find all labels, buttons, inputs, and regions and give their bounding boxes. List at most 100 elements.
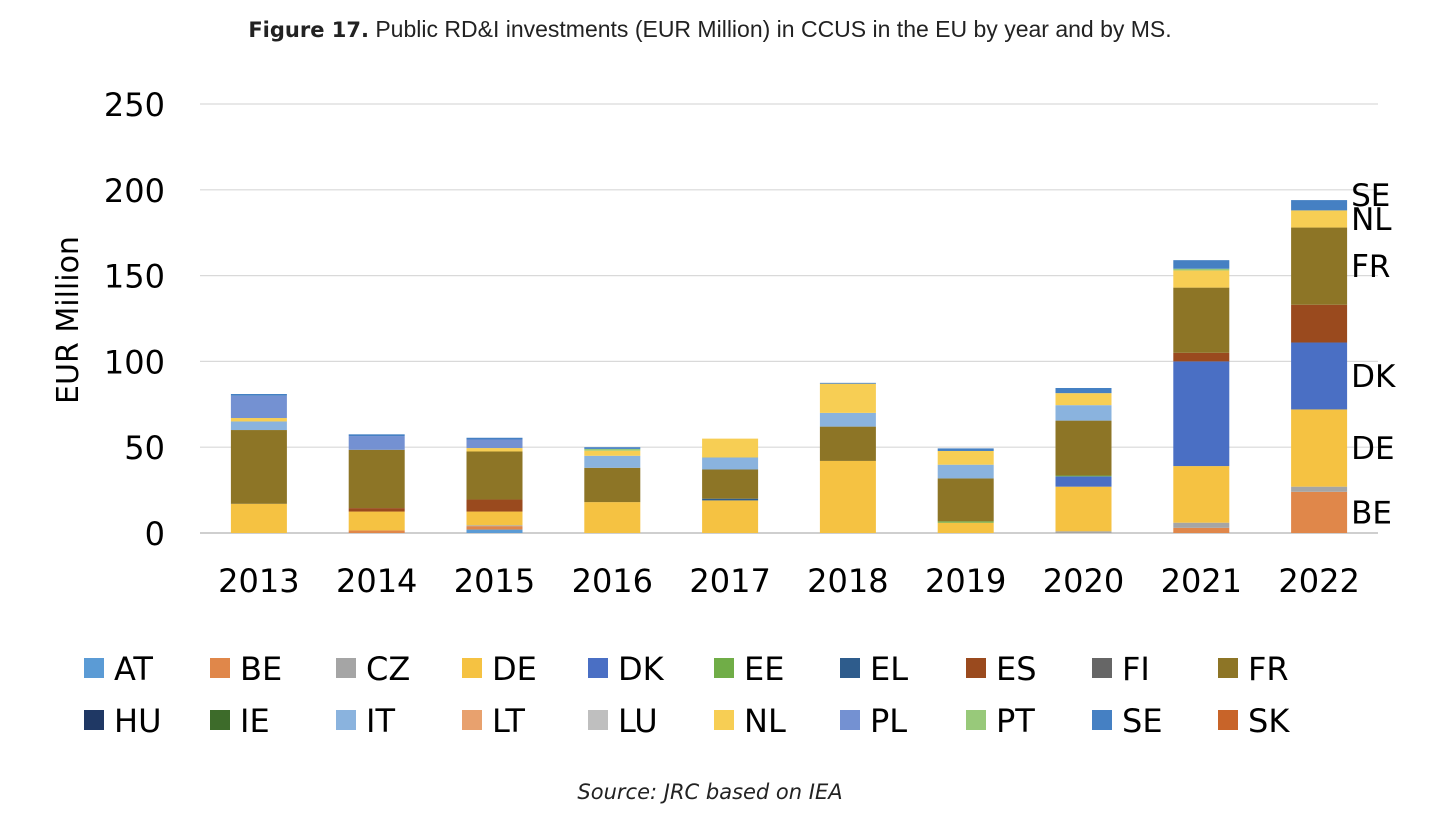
legend-swatch — [462, 710, 482, 730]
figure-caption: Figure 17. Public RD&I investments (EUR … — [0, 16, 1420, 43]
legend-label: SK — [1248, 702, 1290, 740]
bar-stack-2021 — [1173, 260, 1230, 533]
bar-segment-cz-2022 — [1291, 486, 1348, 492]
legend-item-hu: HU — [84, 702, 161, 740]
bar-segment-pl-2013 — [230, 395, 287, 419]
legend-label: IT — [366, 702, 395, 740]
legend-item-es: ES — [966, 650, 1037, 688]
bar-segment-se-2019 — [937, 448, 994, 451]
bar-segment-nl-2021 — [1173, 270, 1230, 288]
legend-item-de: DE — [462, 650, 537, 688]
legend-label: DK — [618, 650, 665, 688]
bar-segment-es-2014 — [348, 508, 405, 512]
legend-label: IE — [240, 702, 270, 740]
bar-segment-fr-2021 — [1173, 287, 1230, 353]
bar-segment-at-2015 — [466, 529, 523, 533]
legend-item-be: BE — [210, 650, 282, 688]
legend-swatch — [84, 658, 104, 678]
y-tick-label: 250 — [104, 86, 165, 124]
bar-segment-nl-2018 — [819, 383, 876, 413]
bar-segment-se-2021 — [1173, 260, 1230, 269]
annotation-dk: DK — [1351, 359, 1396, 395]
legend-label: EL — [870, 650, 908, 688]
legend-label: HU — [114, 702, 161, 740]
legend-swatch — [210, 658, 230, 678]
annotation-be: BE — [1351, 495, 1392, 531]
y-tick-label: 0 — [145, 515, 165, 553]
legend-swatch — [840, 658, 860, 678]
legend-swatch — [210, 710, 230, 730]
bar-segment-fr-2014 — [348, 449, 405, 509]
bar-segment-ee-2020 — [1055, 475, 1112, 477]
legend-swatch — [1092, 658, 1112, 678]
bar-segment-de-2017 — [702, 500, 759, 533]
x-tick-label: 2016 — [572, 562, 653, 600]
bar-stack-2013 — [230, 394, 287, 533]
legend-item-ee: EE — [714, 650, 784, 688]
y-axis: 0 50 100 150 200 250 — [104, 86, 165, 553]
legend-swatch — [84, 710, 104, 730]
legend-item-sk: SK — [1218, 702, 1290, 740]
y-tick-label: 100 — [104, 343, 165, 381]
bar-segment-de-2022 — [1291, 409, 1348, 487]
legend-label: LT — [492, 702, 525, 740]
legend-swatch — [840, 710, 860, 730]
bar-segment-es-2022 — [1291, 304, 1348, 343]
bar-segment-it-2017 — [702, 457, 759, 470]
legend-swatch — [714, 658, 734, 678]
bars — [230, 200, 1348, 533]
legend-label: NL — [744, 702, 786, 740]
y-tick-label: 150 — [104, 258, 165, 296]
legend-swatch — [1218, 658, 1238, 678]
bar-segment-de-2019 — [937, 522, 994, 533]
x-tick-label: 2013 — [218, 562, 299, 600]
annotation-fr: FR — [1351, 249, 1390, 285]
legend-label: PT — [996, 702, 1035, 740]
bar-stack-2019 — [937, 448, 994, 533]
bar-segment-fr-2018 — [819, 426, 876, 461]
bar-segment-de-2018 — [819, 460, 876, 533]
legend-label: CZ — [366, 650, 410, 688]
legend-item-pl: PL — [840, 702, 907, 740]
bar-segment-fr-2017 — [702, 469, 759, 499]
bar-segment-de-2013 — [230, 503, 287, 533]
annotation-nl: NL — [1351, 202, 1392, 238]
legend-label: ES — [996, 650, 1037, 688]
bar-segment-nl-2015 — [466, 448, 523, 452]
stacked-bar-chart: 0 50 100 150 200 250 2013 2014 2015 2016 2017 2018… — [51, 86, 1396, 740]
legend-swatch — [336, 658, 356, 678]
bar-segment-it-2020 — [1055, 405, 1112, 421]
x-tick-label: 2019 — [925, 562, 1006, 600]
bar-stack-2020 — [1055, 387, 1112, 533]
bar-segment-de-2016 — [584, 502, 641, 533]
y-tick-label: 200 — [104, 172, 165, 210]
x-tick-label: 2020 — [1043, 562, 1124, 600]
bar-stack-2014 — [348, 434, 405, 533]
legend-swatch — [462, 658, 482, 678]
bar-segment-be-2022 — [1291, 491, 1348, 533]
bar-segment-se-2013 — [230, 394, 287, 396]
bar-segment-nl-2022 — [1291, 210, 1348, 228]
bar-stack-2022 — [1291, 200, 1348, 533]
legend-label: PL — [870, 702, 907, 740]
bar-segment-fr-2019 — [937, 478, 994, 522]
legend-label: BE — [240, 650, 282, 688]
bar-segment-it-2016 — [584, 455, 641, 468]
bar-segment-pt-2016 — [584, 448, 641, 451]
legend-item-pt: PT — [966, 702, 1035, 740]
legend-label: DE — [492, 650, 537, 688]
legend-swatch — [1218, 710, 1238, 730]
bar-segment-de-2015 — [466, 511, 523, 526]
legend-item-dk: DK — [588, 650, 665, 688]
legend-item-nl: NL — [714, 702, 786, 740]
bar-segment-se-2018 — [819, 382, 876, 384]
bar-segment-fr-2015 — [466, 451, 523, 500]
legend-swatch — [966, 658, 986, 678]
bar-segment-cz-2015 — [466, 525, 523, 527]
legend-label: AT — [114, 650, 153, 688]
x-tick-label: 2022 — [1278, 562, 1359, 600]
bar-segment-cz-2020 — [1055, 531, 1112, 533]
bar-stack-2017 — [702, 438, 759, 533]
legend-label: FI — [1122, 650, 1150, 688]
